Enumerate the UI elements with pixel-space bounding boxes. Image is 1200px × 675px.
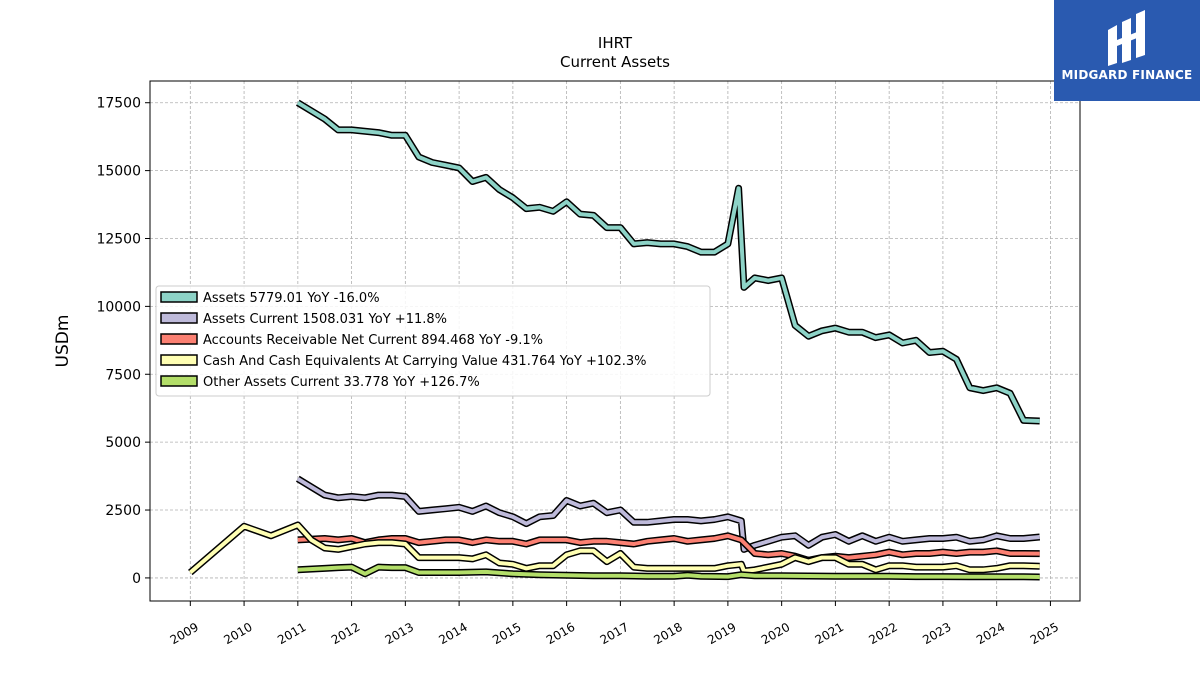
x-tick-label: 2020 — [759, 620, 792, 647]
x-tick-label: 2023 — [920, 620, 953, 647]
axes-frame — [149, 80, 1081, 602]
brand-mark-icon — [1108, 10, 1145, 66]
x-axis-ticks: 2009 2010 2011 2012 2013 2014 2015 2016 2017 2018… — [168, 601, 1061, 647]
x-tick-label: 2018 — [651, 620, 684, 647]
y-axis-ticks: 0 2500 5000 7500 10000 12500 15000 17500 — [96, 96, 150, 587]
y-axis-label: USDm — [53, 315, 73, 368]
plot-series — [188, 99, 1041, 581]
y-tick-label: 10000 — [96, 299, 141, 315]
series-line-assets-current — [296, 477, 1040, 552]
y-tick-label: 17500 — [96, 96, 141, 112]
series-line-cash-and-cash-equivalents-at-carrying-value — [188, 523, 1040, 575]
x-tick-label: 2010 — [221, 620, 254, 647]
y-tick-label: 12500 — [96, 231, 141, 247]
legend-box — [155, 285, 711, 397]
series-line-assets — [296, 100, 1040, 423]
x-tick-label: 2013 — [383, 620, 416, 647]
chart-legend: Assets 5779.01 YoY -16.0% Assets Current … — [155, 285, 711, 397]
x-tick-label: 2024 — [974, 620, 1007, 647]
x-tick-label: 2025 — [1028, 620, 1061, 647]
x-tick-label: 2016 — [544, 620, 577, 647]
legend-entry: Accounts Receivable Net Current 894.468 … — [203, 333, 543, 348]
y-tick-label: 7500 — [105, 367, 141, 383]
legend-entry: Assets 5779.01 YoY -16.0% — [203, 291, 380, 306]
y-tick-label: 15000 — [96, 164, 141, 180]
x-tick-label: 2009 — [168, 620, 201, 647]
brand-logo: MIDGARD FINANCE — [1054, 0, 1200, 101]
legend-entry: Assets Current 1508.031 YoY +11.8% — [203, 312, 447, 327]
legend-entry: Other Assets Current 33.778 YoY +126.7% — [203, 375, 480, 390]
x-tick-label: 2011 — [275, 620, 308, 647]
series-line-other-assets-current — [297, 565, 1040, 579]
legend-swatch — [160, 312, 198, 324]
legend-swatch — [160, 333, 198, 345]
legend-swatch — [160, 291, 198, 303]
legend-entry: Cash And Cash Equivalents At Carrying Va… — [203, 354, 646, 369]
series-line-accounts-receivable-net-current — [297, 533, 1040, 563]
x-tick-label: 2021 — [813, 620, 846, 647]
x-tick-label: 2014 — [436, 620, 469, 647]
chart-subtitle: Current Assets — [560, 53, 670, 71]
chart-title: IHRT — [598, 34, 633, 52]
x-tick-label: 2019 — [705, 620, 738, 647]
legend-swatch — [160, 375, 198, 387]
x-tick-label: 2017 — [598, 620, 631, 647]
y-tick-label: 5000 — [105, 435, 141, 451]
x-tick-label: 2015 — [490, 620, 523, 647]
y-tick-label: 0 — [132, 571, 141, 587]
x-tick-label: 2022 — [866, 620, 899, 647]
y-tick-label: 2500 — [105, 503, 141, 519]
legend-swatch — [160, 354, 198, 366]
brand-name: MIDGARD FINANCE — [1061, 68, 1193, 82]
x-tick-label: 2012 — [329, 620, 362, 647]
